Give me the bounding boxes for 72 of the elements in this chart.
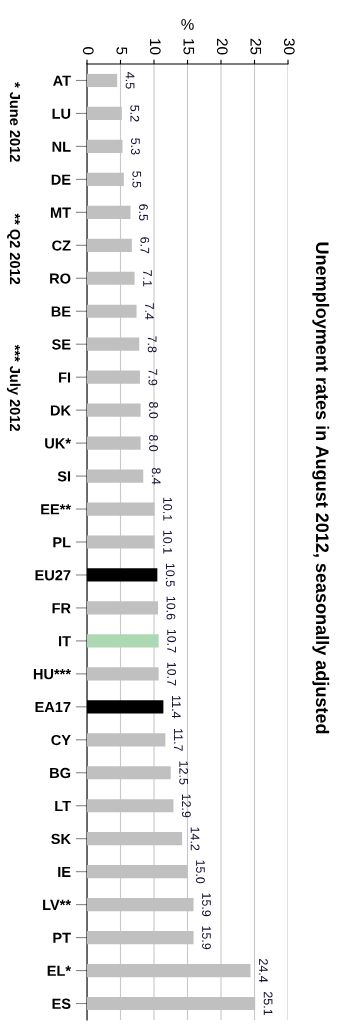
data-label: 14.2 [190,827,200,851]
y-tick-label: IT [59,636,71,647]
y-tick-label: ES [52,998,71,1009]
data-label: 10.6 [166,596,176,620]
data-label: 11.7 [174,729,183,751]
data-label: 5.2 [130,105,140,122]
data-label: 7.9 [148,369,158,386]
y-tick-label: BG [50,767,71,779]
x-tick-label: 25 [250,38,262,55]
data-label: 15.9 [202,926,211,950]
text: Unemployment rates in August 2012, seasonally adjusted [312,242,330,734]
y-tick-label: DK [50,405,71,416]
data-label: 7.1 [143,270,152,287]
y-tick-label: LT [55,800,71,812]
x-tick-label: 15 [183,39,195,55]
y-tick-label: IE [58,866,71,877]
x-tick-label: 0 [82,47,94,55]
y-tick-label: CZ [52,240,71,251]
x-tick-label: 20 [216,38,228,55]
y-tick-label: SE [51,339,71,350]
data-label: 5.3 [131,138,140,155]
y-tick-label: FI [59,372,71,383]
data-label: 10.5 [165,563,175,587]
x-axis-title: % [181,19,194,30]
data-label: 8.4 [151,467,161,485]
data-label: 10.1 [163,530,173,554]
data-label: 10.7 [167,629,177,653]
y-tick-label: BE [51,306,71,317]
data-label: 6.7 [140,237,150,254]
data-label: 4.5 [125,72,135,89]
data-label: 8.0 [149,401,158,419]
y-tick-label: CY [51,734,71,746]
data-label: 12.9 [181,794,191,818]
data-label: 10.1 [163,497,173,521]
y-tick-label: EU27 [35,570,71,581]
y-tick-label: AT [53,75,71,86]
data-label: 8.0 [149,434,158,452]
y-tick-label: PL [53,537,71,548]
y-tick-label: PT [53,932,71,943]
y-tick-label: EE** [41,504,72,515]
y-tick-label: EL* [47,965,72,976]
data-label: 12.5 [179,761,189,785]
data-label: 25.1 [263,991,273,1016]
y-tick-label: RO [50,273,71,284]
y-tick-label: NL [52,141,71,152]
data-label: 6.5 [139,204,148,221]
x-tick-label: 10 [149,39,161,55]
y-tick-label: DE [51,174,71,185]
bar [87,73,118,88]
y-tick-label: UK* [45,438,72,449]
y-tick-label: SK [51,833,71,845]
text: * June 2012 [9,82,21,162]
y-tick-label: HU*** [33,669,72,680]
y-tick-label: EA17 [35,702,71,713]
data-label: 7.4 [145,303,154,320]
y-tick-label: LU [52,108,71,119]
x-tick-label: 30 [283,38,295,55]
bar [87,634,159,648]
data-label: 5.5 [132,171,142,188]
y-tick-label: MT [50,207,71,218]
data-label: 11.4 [172,696,181,719]
y-tick-label: LV** [43,899,72,910]
data-label: 10.7 [167,662,177,686]
data-label: 15.9 [202,893,211,917]
x-tick-label: 5 [116,47,128,55]
data-label: 7.8 [147,336,157,353]
y-tick-label: FR [52,603,71,614]
y-tick-label: SI [57,471,71,482]
data-label: 24.4 [259,959,268,983]
data-label: 15.0 [196,860,205,884]
text: ** Q2 2012 [7,213,21,285]
text: *** July 2012 [6,344,21,431]
